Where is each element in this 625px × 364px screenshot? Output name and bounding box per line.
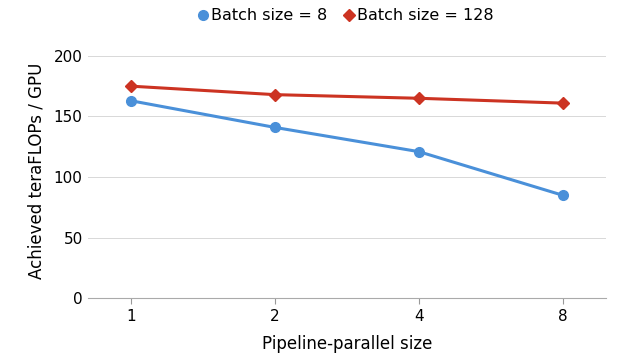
Batch size = 128 (271, 92, 279, 97)
Batch size = 8 (271, 125, 279, 130)
Batch size = 8 (415, 150, 422, 154)
Line: Batch size = 8: Batch size = 8 (126, 96, 568, 200)
Batch size = 128 (415, 96, 422, 100)
Y-axis label: Achieved teraFLOPs / GPU: Achieved teraFLOPs / GPU (28, 63, 46, 279)
X-axis label: Pipeline-parallel size: Pipeline-parallel size (262, 335, 432, 353)
Batch size = 8 (127, 99, 134, 103)
Legend: Batch size = 8, Batch size = 128: Batch size = 8, Batch size = 128 (199, 8, 494, 23)
Batch size = 8 (559, 193, 567, 198)
Batch size = 128 (127, 84, 134, 88)
Batch size = 128 (559, 101, 567, 105)
Line: Batch size = 128: Batch size = 128 (127, 82, 568, 107)
